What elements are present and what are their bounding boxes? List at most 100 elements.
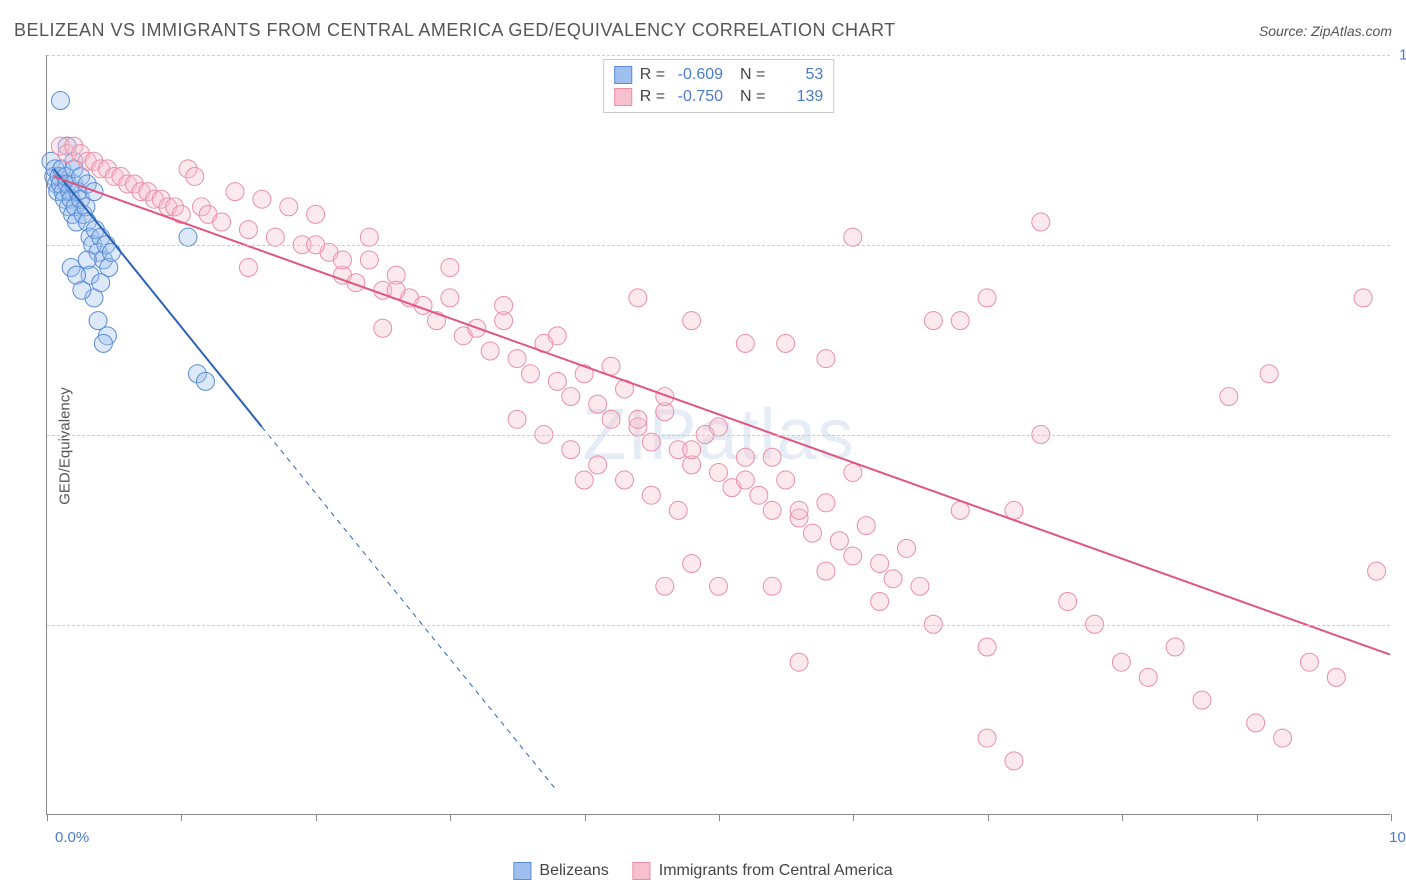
data-point [683,555,701,573]
data-point [884,570,902,588]
x-tick [853,814,854,821]
data-point [790,653,808,671]
y-tick-label: 100.0% [1395,47,1406,64]
data-point [521,365,539,383]
data-point [360,251,378,269]
data-point [239,259,257,277]
data-point [736,471,754,489]
x-tick [1391,814,1392,821]
data-point [441,259,459,277]
data-point [495,296,513,314]
data-point [777,471,795,489]
x-tick [585,814,586,821]
data-point [333,251,351,269]
data-point [548,327,566,345]
data-point [280,198,298,216]
x-tick [316,814,317,821]
data-point [844,228,862,246]
data-point [736,334,754,352]
legend-label-1: Immigrants from Central America [659,862,893,880]
trend-line-extension [262,427,557,791]
data-point [830,532,848,550]
data-point [1139,668,1157,686]
data-point [562,388,580,406]
y-tick-label: 25.0% [1395,617,1406,634]
data-point [548,372,566,390]
data-point [179,228,197,246]
data-point [307,205,325,223]
x-tick [47,814,48,821]
data-point [817,350,835,368]
gridline [47,245,1390,246]
data-point [1059,592,1077,610]
data-point [1032,213,1050,231]
data-point [669,501,687,519]
data-point [924,312,942,330]
data-point [710,418,728,436]
legend-swatch-0 [513,862,531,880]
x-tick [1122,814,1123,821]
data-point [911,577,929,595]
data-point [871,592,889,610]
y-tick-label: 50.0% [1395,427,1406,444]
gridline [47,55,1390,56]
legend-item-0: Belizeans [513,862,608,880]
r-value-0: -0.609 [673,66,723,84]
data-point [602,357,620,375]
data-point [777,334,795,352]
data-point [629,289,647,307]
data-point [615,471,633,489]
data-point [253,190,271,208]
data-point [844,547,862,565]
data-point [226,183,244,201]
data-point [1247,714,1265,732]
r-value-1: -0.750 [673,88,723,106]
data-point [89,312,107,330]
data-point [1220,388,1238,406]
data-point [817,494,835,512]
x-tick [450,814,451,821]
data-point [266,228,284,246]
r-label-0: R = [640,66,665,84]
data-point [196,372,214,390]
x-min-label: 0.0% [55,829,89,846]
bottom-legend: Belizeans Immigrants from Central Americ… [513,862,892,880]
r-label-1: R = [640,88,665,106]
legend-swatch-1 [633,862,651,880]
data-point [656,577,674,595]
data-point [817,562,835,580]
chart-container: ZIPatlas R = -0.609 N = 53 R = -0.750 N … [44,55,1392,815]
data-point [804,524,822,542]
data-point [1112,653,1130,671]
data-point [1274,729,1292,747]
data-point [589,395,607,413]
data-point [710,577,728,595]
data-point [1300,653,1318,671]
data-point [790,501,808,519]
data-point [589,456,607,474]
plot-area: ZIPatlas R = -0.609 N = 53 R = -0.750 N … [46,55,1390,815]
x-tick [1257,814,1258,821]
legend-item-1: Immigrants from Central America [633,862,893,880]
data-point [871,555,889,573]
data-point [213,213,231,231]
n-value-1: 139 [773,88,823,106]
data-point [508,350,526,368]
chart-header: BELIZEAN VS IMMIGRANTS FROM CENTRAL AMER… [14,20,1392,41]
data-point [629,410,647,428]
data-point [683,441,701,459]
chart-source: Source: ZipAtlas.com [1259,23,1392,39]
data-point [481,342,499,360]
data-point [441,289,459,307]
swatch-0 [614,66,632,84]
data-point [186,167,204,185]
gridline [47,625,1390,626]
stats-row-0: R = -0.609 N = 53 [614,64,824,86]
swatch-1 [614,88,632,106]
data-point [51,92,69,110]
data-point [951,312,969,330]
data-point [239,221,257,239]
data-point [763,577,781,595]
data-point [1354,289,1372,307]
data-point [602,410,620,428]
